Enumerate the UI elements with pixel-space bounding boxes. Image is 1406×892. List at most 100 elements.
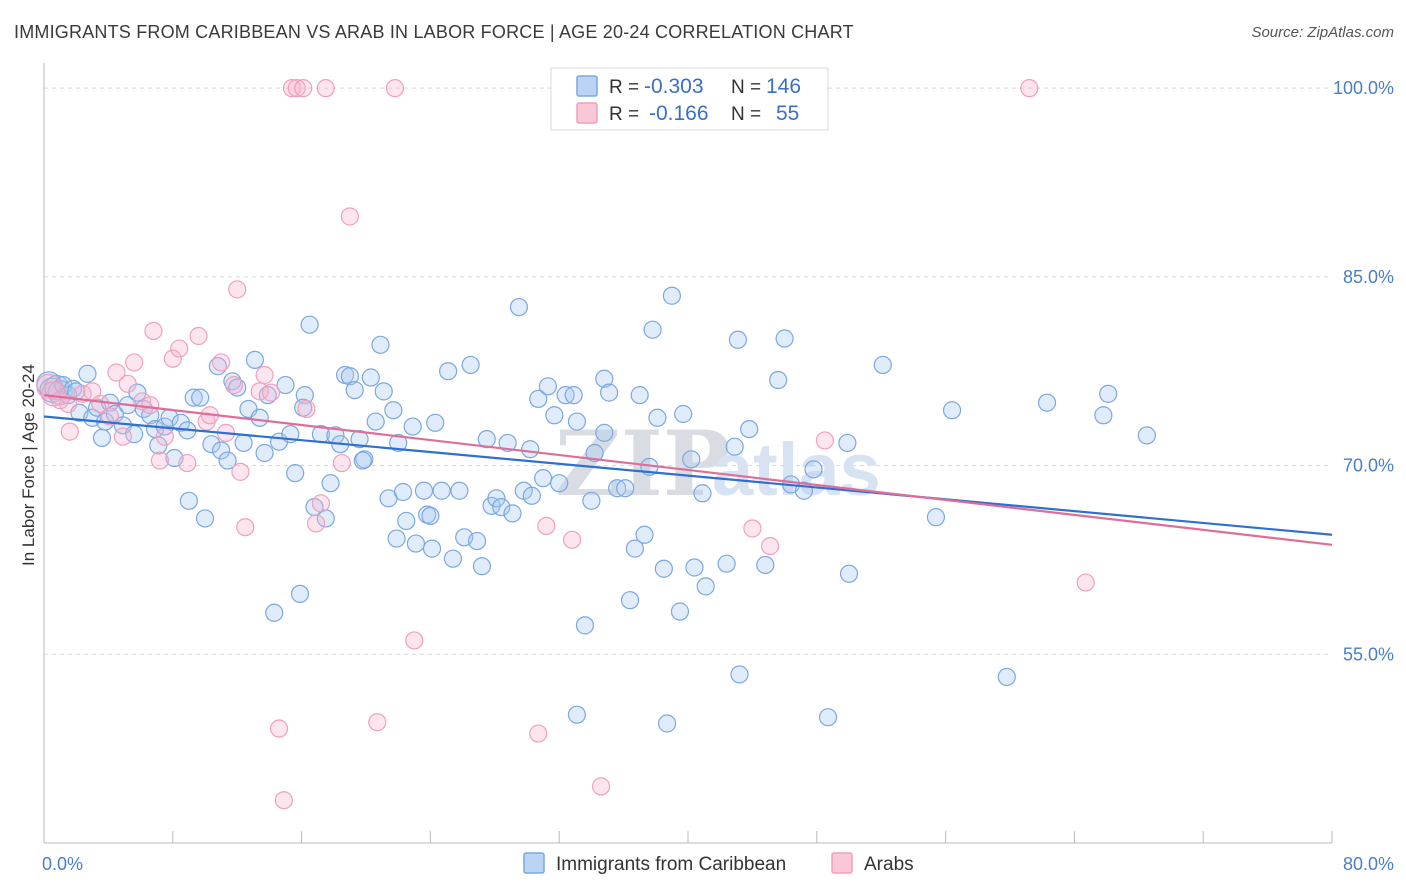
caribbean-point-66 <box>371 335 390 354</box>
caribbean-point-128 <box>756 555 775 575</box>
arabs-point-48 <box>537 516 556 536</box>
series-arabs-points <box>36 79 1095 810</box>
caribbean-point-85 <box>467 531 487 551</box>
caribbean-point-69 <box>384 401 403 420</box>
caribbean-point-155 <box>521 440 540 459</box>
caribbean-point-38 <box>228 378 247 397</box>
caribbean-point-81 <box>443 549 463 568</box>
caribbean-point-39 <box>234 433 253 453</box>
caribbean-point-56 <box>321 474 340 493</box>
legend-n-label-1: N = <box>731 77 761 98</box>
x-tick-label-0: 0.0% <box>42 854 83 874</box>
arabs-point-0 <box>36 373 62 399</box>
caribbean-point-9 <box>78 364 97 383</box>
caribbean-point-140 <box>1094 406 1113 425</box>
caribbean-point-62 <box>350 430 369 449</box>
caribbean-point-150 <box>595 423 614 442</box>
arabs-point-3 <box>59 394 78 414</box>
caribbean-point-119 <box>670 602 690 621</box>
caribbean-point-115 <box>643 320 662 339</box>
arabs-point-29 <box>236 518 255 537</box>
caribbean-point-31 <box>191 388 210 407</box>
caribbean-point-45 <box>265 603 284 622</box>
caribbean-point-36 <box>218 451 237 470</box>
caribbean-point-33 <box>202 435 221 454</box>
caribbean-point-102 <box>564 386 583 405</box>
arabs-point-17 <box>155 427 174 446</box>
caribbean-point-42 <box>250 408 269 427</box>
caribbean-point-120 <box>674 404 693 424</box>
caribbean-point-95 <box>522 486 541 505</box>
caribbean-point-141 <box>1099 384 1118 403</box>
caribbean-point-49 <box>286 464 305 483</box>
arabs-point-32 <box>261 383 281 402</box>
arabs-point-46 <box>405 631 424 650</box>
axes: 55.0% 70.0% 85.0% 100.0% 0.0% 80.0% <box>42 63 1394 874</box>
caribbean-point-12 <box>92 428 112 448</box>
caribbean-point-86 <box>472 557 492 576</box>
bottom-legend-label-caribbean: Immigrants from Caribbean <box>556 854 786 875</box>
caribbean-point-134 <box>839 564 859 583</box>
caribbean-point-110 <box>616 479 635 498</box>
caribbean-point-146 <box>818 708 838 727</box>
caribbean-point-116 <box>648 408 667 427</box>
y-tick-label-2: 85.0% <box>1343 267 1394 287</box>
caribbean-point-112 <box>625 539 644 558</box>
arabs-point-44 <box>368 713 387 732</box>
caribbean-point-144 <box>730 665 749 684</box>
arabs-point-40 <box>311 494 331 513</box>
caribbean-point-113 <box>630 386 649 405</box>
arabs-point-53 <box>815 431 834 450</box>
caribbean-point-92 <box>503 504 522 523</box>
caribbean-point-82 <box>450 481 469 500</box>
arabs-point-15 <box>144 321 163 341</box>
arabs-point-42 <box>332 453 351 473</box>
arabs-point-9 <box>107 363 126 382</box>
caribbean-point-118 <box>662 286 682 305</box>
caribbean-point-152 <box>353 451 372 470</box>
y-tick-label-3: 100.0% <box>1333 78 1394 98</box>
arabs-point-12 <box>125 353 144 372</box>
legend: R = -0.303 N = 146 R = -0.166 N = 55 <box>550 67 829 131</box>
caribbean-point-73 <box>403 417 422 436</box>
x-tick-label-1: 80.0% <box>1343 854 1394 874</box>
arabs-point-27 <box>228 280 247 299</box>
arabs-point-45 <box>385 79 405 98</box>
caribbean-point-147 <box>567 705 587 724</box>
caribbean-point-96 <box>529 389 548 409</box>
arabs-point-34 <box>274 791 293 810</box>
arabs-point-39 <box>306 514 326 533</box>
legend-swatch-blue <box>576 75 598 97</box>
caribbean-point-84 <box>461 355 480 375</box>
caribbean-point-124 <box>717 554 736 573</box>
caribbean-point-148 <box>421 506 440 526</box>
caribbean-point-114 <box>635 525 654 544</box>
arabs-point-14 <box>141 396 160 415</box>
legend-n-label-2: N = <box>731 104 761 125</box>
caribbean-point-133 <box>804 460 823 479</box>
caribbean-point-65 <box>366 412 385 431</box>
caribbean-point-122 <box>685 558 704 577</box>
caribbean-trend-line <box>43 415 1333 536</box>
caribbean-point-136 <box>926 508 946 527</box>
caribbean-point-27 <box>171 413 190 432</box>
caribbean-point-71 <box>393 482 413 502</box>
caribbean-point-90 <box>492 497 511 517</box>
caribbean-point-98 <box>538 377 558 396</box>
caribbean-point-97 <box>533 469 553 488</box>
watermark-atlas: atlas <box>712 428 881 511</box>
caribbean-point-104 <box>575 616 595 635</box>
arabs-point-38 <box>297 399 316 419</box>
bottom-legend: Immigrants from Caribbean Arabs <box>523 852 914 875</box>
caribbean-point-77 <box>422 539 442 558</box>
arabs-point-21 <box>189 326 208 346</box>
arabs-point-7 <box>91 394 110 414</box>
caribbean-point-117 <box>654 559 673 578</box>
arabs-point-49 <box>562 530 582 549</box>
y-tick-label-1: 70.0% <box>1343 456 1394 476</box>
caribbean-point-137 <box>942 401 962 420</box>
caribbean-point-138 <box>997 667 1016 687</box>
legend-r-value-1: -0.303 <box>644 75 704 98</box>
caribbean-point-107 <box>595 369 614 388</box>
